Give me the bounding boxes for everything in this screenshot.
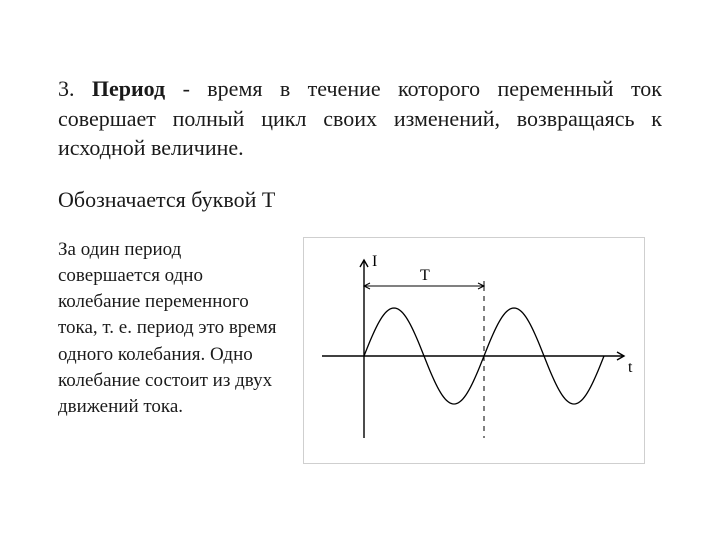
svg-text:T: T xyxy=(420,267,430,284)
definition-paragraph: 3. Период - время в течение которого пер… xyxy=(58,74,662,163)
period-diagram: It T xyxy=(303,237,645,464)
svg-text:I: I xyxy=(372,253,377,270)
slide: 3. Период - время в течение которого пер… xyxy=(0,0,720,540)
svg-text:t: t xyxy=(628,359,633,376)
designation-line: Обозначается буквой Т xyxy=(58,185,662,215)
explanation-text: За один период совершается одно колебани… xyxy=(58,237,283,421)
diagram-svg: It T xyxy=(304,238,644,463)
term-period: Период xyxy=(92,76,165,101)
num-prefix: 3. xyxy=(58,76,92,101)
content-row: За один период совершается одно колебани… xyxy=(58,237,662,464)
